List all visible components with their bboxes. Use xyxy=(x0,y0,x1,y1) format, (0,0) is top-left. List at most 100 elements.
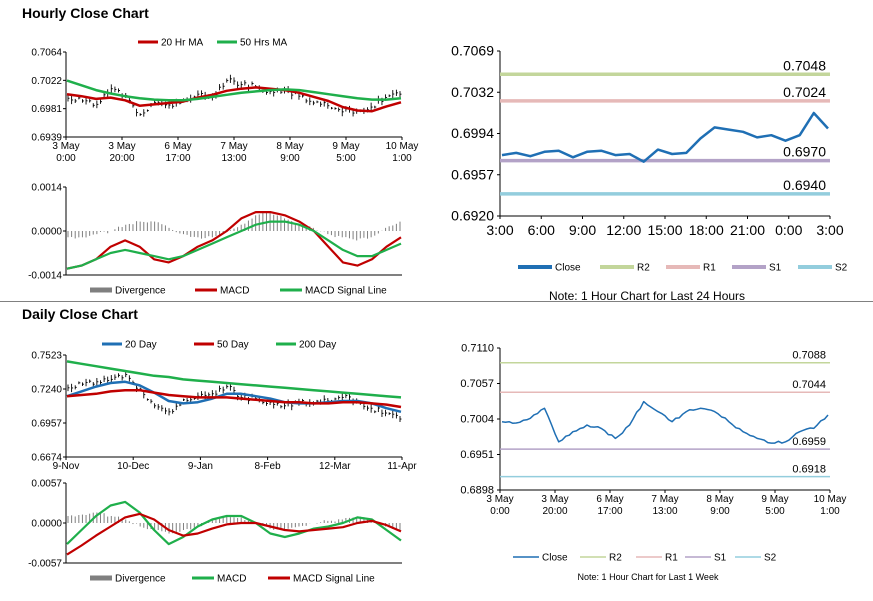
daily_week-x-tick-label: 9 May xyxy=(761,494,788,505)
hourly_24h-level-label-r2: 0.7048 xyxy=(783,57,826,73)
daily_week-y-tick-label: 0.6898 xyxy=(460,485,494,497)
hourly_price-x-tick-label: 5:00 xyxy=(336,153,356,164)
daily_price-x-tick-label: 12-Mar xyxy=(319,461,351,472)
hourly_24h-x-tick-label: 3:00 xyxy=(486,222,513,238)
hourly_24h-y-tick-label: 0.7069 xyxy=(451,43,494,59)
hourly_24h-level-label-s2: 0.6940 xyxy=(783,177,826,193)
hourly_24h-level-label-s1: 0.6970 xyxy=(783,144,826,160)
hourly_24h-y-tick-label: 0.7032 xyxy=(451,84,494,100)
hourly_24h-y-tick-label: 0.6920 xyxy=(451,208,494,224)
daily_week-x-tick-label: 17:00 xyxy=(597,506,622,517)
daily_week-legend-3-label: S1 xyxy=(714,553,727,564)
hourly_24h-x-tick-label: 0:00 xyxy=(775,222,802,238)
hourly_24h-x-tick-label: 21:00 xyxy=(730,222,765,238)
hourly_24h-close-line xyxy=(501,111,829,163)
daily_price-x-tick-label: 9-Nov xyxy=(53,461,80,472)
hourly_macd-macd-line xyxy=(66,211,402,270)
daily_week-legend-4-label: S2 xyxy=(764,553,777,564)
daily_price-ma50-line xyxy=(66,388,402,409)
hourly_24h-y-tick-label: 0.6994 xyxy=(451,125,494,141)
hourly_price-x-tick-label: 13:00 xyxy=(221,153,246,164)
daily_macd-macd-line xyxy=(66,500,402,546)
daily_week-legend-2-label: R1 xyxy=(665,553,678,564)
hourly_price-y-tick-label: 0.7064 xyxy=(31,48,62,59)
hourly_macd-legend-2-label: MACD Signal Line xyxy=(305,286,387,297)
hourly_price-x-tick-label: 9 May xyxy=(332,141,359,152)
daily_week-legend-1-label: R2 xyxy=(609,553,622,564)
hourly_24h-x-tick-label: 15:00 xyxy=(647,222,682,238)
hourly_macd-legend-1-label: MACD xyxy=(220,286,249,297)
daily_price-y-tick-label: 0.6674 xyxy=(31,453,62,464)
hourly_24h-legend-0-label: Close xyxy=(555,263,581,274)
hourly_price-y-tick-label: 0.6939 xyxy=(31,133,62,144)
daily_week-x-tick-label: 6 May xyxy=(596,494,623,505)
hourly_24h-y-tick-label: 0.6957 xyxy=(451,166,494,182)
daily_week-x-tick-label: 5:00 xyxy=(765,506,785,517)
hourly_price-y-tick-label: 0.7022 xyxy=(31,76,62,87)
hourly_24h-x-tick-label: 6:00 xyxy=(528,222,555,238)
hourly_macd-y-tick-label: -0.0014 xyxy=(28,271,62,282)
hourly_24h-x-tick-label: 9:00 xyxy=(569,222,596,238)
daily_price-x-tick-label: 9-Jan xyxy=(188,461,213,472)
daily_price-x-tick-label: 10-Dec xyxy=(117,461,149,472)
hourly_24h-legend-4-label: S2 xyxy=(835,263,848,274)
hourly_price-x-tick-label: 9:00 xyxy=(280,153,300,164)
hourly_price-x-tick-label: 3 May xyxy=(108,141,135,152)
hourly_macd-signal-line xyxy=(66,220,402,270)
hourly_24h-legend-2-label: R1 xyxy=(703,263,716,274)
hourly_macd-y-tick-label: 0.0014 xyxy=(31,183,62,194)
daily_week-level-label-s1: 0.6959 xyxy=(792,436,826,448)
hourly_24h-x-tick-label: 12:00 xyxy=(606,222,641,238)
daily_price-y-tick-label: 0.7240 xyxy=(31,385,62,396)
daily_week-level-label-r2: 0.7088 xyxy=(792,350,826,362)
daily_week-y-tick-label: 0.7110 xyxy=(461,343,494,355)
daily-section-title: Daily Close Chart xyxy=(22,306,138,322)
daily_macd-legend-2-label: MACD Signal Line xyxy=(293,574,375,585)
hourly_price-x-tick-label: 6 May xyxy=(164,141,191,152)
daily_week-y-tick-label: 0.6951 xyxy=(460,449,494,461)
hourly_24h-legend-3-label: S1 xyxy=(769,263,782,274)
daily_price-legend-1-label: 50 Day xyxy=(217,340,249,351)
hourly_24h-note: Note: 1 Hour Chart for Last 24 Hours xyxy=(549,289,745,303)
daily_macd-legend-0-label: Divergence xyxy=(115,574,166,585)
daily_week-close-line xyxy=(501,400,829,444)
hourly_macd-y-tick-label: 0.0000 xyxy=(31,227,62,238)
daily_week-x-tick-label: 3 May xyxy=(541,494,568,505)
daily_macd-signal-line xyxy=(66,512,402,556)
daily_week-x-tick-label: 1:00 xyxy=(820,506,840,517)
daily_macd-y-tick-label: 0.0000 xyxy=(31,519,62,530)
hourly_24h-level-label-r1: 0.7024 xyxy=(783,84,826,100)
hourly_price-x-tick-label: 10 May xyxy=(386,141,419,152)
daily_price-legend-2-label: 200 Day xyxy=(299,340,336,351)
daily_price-ma200-line xyxy=(66,360,402,399)
daily_week-y-tick-label: 0.7057 xyxy=(460,378,494,390)
daily_price-x-tick-label: 11-Apr xyxy=(387,461,417,472)
hourly_price-legend-0-label: 20 Hr MA xyxy=(161,38,204,49)
daily_week-x-tick-label: 0:00 xyxy=(490,506,510,517)
daily_price-legend-0-label: 20 Day xyxy=(125,340,157,351)
daily_week-x-tick-label: 7 May xyxy=(651,494,678,505)
hourly_24h-x-tick-label: 18:00 xyxy=(689,222,724,238)
hourly_24h-legend-1-label: R2 xyxy=(637,263,650,274)
hourly_price-x-tick-label: 20:00 xyxy=(109,153,134,164)
daily_week-x-tick-label: 10 May xyxy=(814,494,847,505)
daily_week-x-tick-label: 3 May xyxy=(486,494,513,505)
hourly_price-legend-1-label: 50 Hrs MA xyxy=(240,38,288,49)
daily_week-level-label-s2: 0.6918 xyxy=(792,464,826,476)
hourly_price-x-tick-label: 8 May xyxy=(276,141,303,152)
daily_macd-y-tick-label: -0.0057 xyxy=(28,559,62,570)
hourly_24h-x-tick-label: 3:00 xyxy=(816,222,843,238)
hourly_macd-legend-0-label: Divergence xyxy=(115,286,166,297)
daily_week-x-tick-label: 20:00 xyxy=(542,506,567,517)
daily_week-x-tick-label: 8 May xyxy=(706,494,733,505)
daily_macd-legend-1-label: MACD xyxy=(217,574,246,585)
daily_week-y-tick-label: 0.7004 xyxy=(460,414,494,426)
hourly_price-ma50-line xyxy=(66,79,402,102)
daily_week-note: Note: 1 Hour Chart for Last 1 Week xyxy=(578,572,719,582)
daily_price-x-tick-label: 8-Feb xyxy=(255,461,282,472)
section-divider xyxy=(0,301,873,302)
daily_week-legend-0-label: Close xyxy=(542,553,568,564)
daily_week-x-tick-label: 9:00 xyxy=(710,506,730,517)
daily_week-level-label-r1: 0.7044 xyxy=(792,379,826,391)
